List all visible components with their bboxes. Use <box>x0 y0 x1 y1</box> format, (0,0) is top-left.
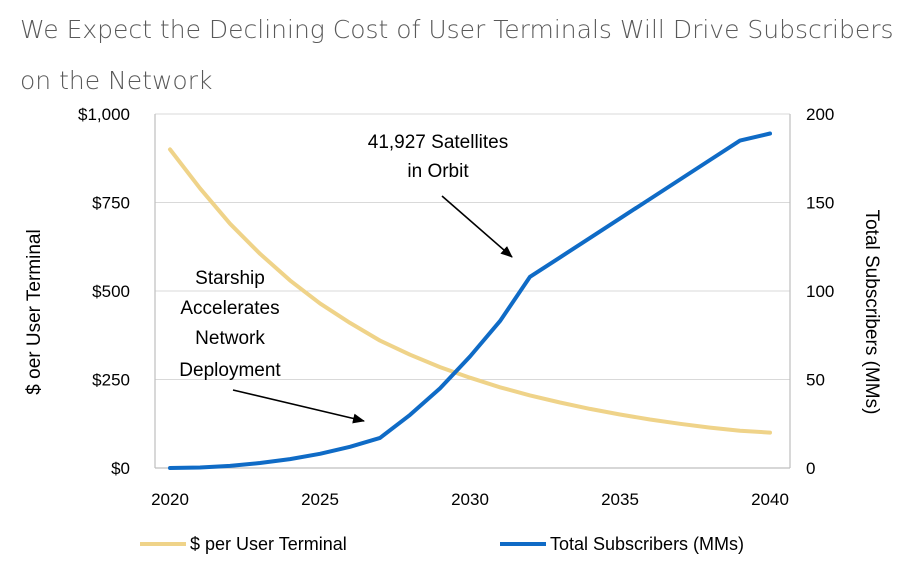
y-tick-label-left: $500 <box>92 282 130 301</box>
chart-title-line-2: on the Network <box>20 66 213 95</box>
annotation-starship-line-2: Accelerates <box>180 298 279 319</box>
x-tick-label: 2030 <box>451 490 489 509</box>
y-axis-label-left: $ oer User Terminal <box>24 229 45 394</box>
annotation-starship-line-1: Starship <box>195 268 265 289</box>
axes <box>154 114 791 469</box>
y-tick-label-right: 100 <box>806 282 834 301</box>
annotation-satellites: 41,927 Satellites in Orbit <box>368 132 513 258</box>
y-tick-label-left: $0 <box>111 459 130 478</box>
annotation-starship: Starship Accelerates Network Deployment <box>179 268 365 424</box>
series-group <box>168 131 772 470</box>
legend-label-subscribers: Total Subscribers (MMs) <box>550 534 744 554</box>
legend: $ per User Terminal Total Subscribers (M… <box>140 534 744 554</box>
annotation-satellites-line-1: 41,927 Satellites <box>368 132 509 153</box>
x-tick-label: 2035 <box>601 490 639 509</box>
y-axis-label-right: Total Subscribers (MMs) <box>861 210 882 415</box>
y-tick-label-right: 0 <box>806 459 815 478</box>
annotation-starship-line-3: Network <box>195 328 265 349</box>
y-tick-label-right: 50 <box>806 371 825 390</box>
legend-label-cost: $ per User Terminal <box>190 534 347 554</box>
series-line-subscribers <box>168 131 772 470</box>
y-tick-label-right: 150 <box>806 194 834 213</box>
y-tick-label-left: $750 <box>92 194 130 213</box>
annotation-satellites-line-2: in Orbit <box>407 161 469 182</box>
y-tick-label-left: $1,000 <box>78 105 130 124</box>
annotation-satellites-arrow <box>441 195 513 258</box>
y-tick-label-right: 200 <box>806 105 834 124</box>
tick-labels: $0 0 $250 50 $500 100 $750 150 $1,000 200 2020 2025… <box>78 105 834 509</box>
annotation-starship-line-4: Deployment <box>179 360 281 381</box>
series-line-cost <box>168 147 772 435</box>
annotation-starship-arrow <box>232 389 365 424</box>
chart-title-line-1: We Expect the Declining Cost of User Ter… <box>20 15 894 44</box>
y-tick-label-left: $250 <box>92 371 130 390</box>
x-tick-label: 2025 <box>301 490 339 509</box>
x-tick-label: 2040 <box>751 490 789 509</box>
chart-title: We Expect the Declining Cost of User Ter… <box>20 4 900 106</box>
x-tick-label: 2020 <box>151 490 189 509</box>
